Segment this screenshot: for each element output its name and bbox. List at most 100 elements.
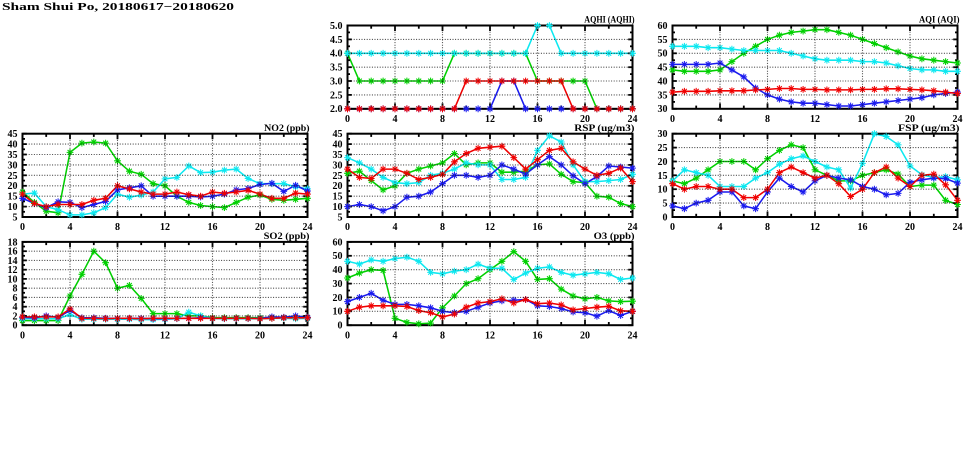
- svg-text:12: 12: [8, 265, 18, 276]
- svg-text:30: 30: [658, 129, 668, 140]
- svg-text:8: 8: [765, 114, 770, 125]
- svg-text:RSP (ug/m3): RSP (ug/m3): [574, 124, 634, 134]
- svg-text:25: 25: [658, 143, 668, 154]
- svg-text:5: 5: [663, 199, 668, 210]
- svg-text:18: 18: [8, 237, 18, 248]
- svg-text:40: 40: [8, 140, 18, 151]
- svg-text:24: 24: [953, 222, 963, 233]
- svg-text:12: 12: [810, 222, 820, 233]
- svg-text:24: 24: [953, 114, 963, 125]
- svg-text:8: 8: [440, 330, 445, 341]
- svg-text:15: 15: [8, 192, 18, 203]
- svg-text:4.5: 4.5: [330, 35, 343, 46]
- svg-text:16: 16: [208, 330, 218, 341]
- svg-text:20: 20: [255, 222, 265, 233]
- svg-text:AQHI (AQHI): AQHI (AQHI): [584, 14, 634, 25]
- svg-text:15: 15: [333, 192, 343, 203]
- svg-text:12: 12: [485, 222, 495, 233]
- svg-text:0: 0: [13, 321, 18, 332]
- svg-text:0: 0: [345, 114, 350, 125]
- svg-text:20: 20: [333, 293, 343, 304]
- svg-text:NO2 (ppb): NO2 (ppb): [264, 123, 309, 134]
- svg-text:Sham Shui Po, 20180617−2018062: Sham Shui Po, 20180617−20180620: [2, 0, 234, 12]
- svg-text:20: 20: [905, 114, 915, 125]
- svg-text:16: 16: [208, 222, 218, 233]
- svg-text:0: 0: [670, 114, 675, 125]
- svg-text:8: 8: [115, 222, 120, 233]
- svg-text:8: 8: [440, 114, 445, 125]
- svg-text:20: 20: [8, 181, 18, 192]
- svg-text:5: 5: [13, 212, 18, 223]
- svg-text:12: 12: [485, 114, 495, 125]
- svg-text:10: 10: [8, 274, 18, 285]
- svg-text:4: 4: [68, 330, 73, 341]
- svg-text:4: 4: [718, 114, 723, 125]
- svg-text:5.0: 5.0: [330, 21, 343, 32]
- svg-text:16: 16: [533, 114, 543, 125]
- svg-text:15: 15: [658, 171, 668, 182]
- svg-text:40: 40: [333, 265, 343, 276]
- svg-text:12: 12: [485, 330, 495, 341]
- svg-text:40: 40: [333, 140, 343, 151]
- svg-text:6: 6: [13, 293, 18, 304]
- svg-text:0: 0: [345, 330, 350, 341]
- svg-text:SO2 (ppb): SO2 (ppb): [264, 232, 310, 242]
- svg-text:12: 12: [160, 222, 170, 233]
- svg-text:30: 30: [333, 279, 343, 290]
- svg-text:35: 35: [8, 150, 18, 161]
- svg-text:50: 50: [658, 49, 668, 60]
- svg-text:10: 10: [333, 202, 343, 213]
- svg-text:0: 0: [338, 321, 343, 332]
- svg-text:AQI (AQI): AQI (AQI): [919, 14, 960, 24]
- svg-text:4: 4: [13, 302, 18, 313]
- svg-text:8: 8: [765, 222, 770, 233]
- svg-text:20: 20: [580, 222, 590, 233]
- svg-text:10: 10: [8, 202, 18, 213]
- svg-text:60: 60: [658, 21, 668, 32]
- svg-text:4: 4: [393, 114, 398, 125]
- svg-text:12: 12: [160, 330, 170, 341]
- svg-text:25: 25: [333, 171, 343, 182]
- svg-text:16: 16: [8, 247, 18, 258]
- svg-text:20: 20: [255, 330, 265, 341]
- svg-text:60: 60: [333, 237, 343, 248]
- svg-text:5: 5: [338, 212, 343, 223]
- svg-text:2: 2: [13, 311, 18, 322]
- svg-text:20: 20: [333, 181, 343, 192]
- svg-text:20: 20: [658, 157, 668, 168]
- svg-text:16: 16: [858, 114, 868, 125]
- svg-text:10: 10: [658, 185, 668, 196]
- svg-text:35: 35: [333, 150, 343, 161]
- svg-text:24: 24: [303, 330, 313, 341]
- svg-text:50: 50: [333, 251, 343, 262]
- svg-text:0: 0: [670, 222, 675, 233]
- svg-text:24: 24: [303, 222, 313, 233]
- svg-text:24: 24: [628, 222, 638, 233]
- svg-text:0: 0: [345, 222, 350, 233]
- svg-text:4: 4: [393, 330, 398, 341]
- svg-text:16: 16: [533, 330, 543, 341]
- svg-text:14: 14: [8, 256, 18, 267]
- svg-text:20: 20: [580, 114, 590, 125]
- svg-text:3.5: 3.5: [330, 63, 343, 74]
- svg-text:30: 30: [333, 160, 343, 171]
- svg-text:25: 25: [8, 171, 18, 182]
- svg-text:4.0: 4.0: [330, 49, 343, 60]
- svg-text:2.0: 2.0: [330, 104, 343, 115]
- svg-text:0: 0: [20, 330, 25, 341]
- svg-text:30: 30: [658, 104, 668, 115]
- svg-text:2.5: 2.5: [330, 90, 343, 101]
- svg-text:4: 4: [393, 222, 398, 233]
- svg-text:45: 45: [333, 129, 343, 140]
- svg-text:40: 40: [658, 76, 668, 87]
- svg-text:24: 24: [628, 114, 638, 125]
- svg-text:4: 4: [68, 222, 73, 233]
- svg-text:30: 30: [8, 160, 18, 171]
- svg-text:12: 12: [810, 114, 820, 125]
- svg-text:4: 4: [718, 222, 723, 233]
- svg-text:20: 20: [580, 330, 590, 341]
- svg-text:0: 0: [663, 212, 668, 223]
- svg-text:8: 8: [440, 222, 445, 233]
- svg-text:O3 (ppb): O3 (ppb): [594, 232, 635, 242]
- svg-text:8: 8: [13, 284, 18, 295]
